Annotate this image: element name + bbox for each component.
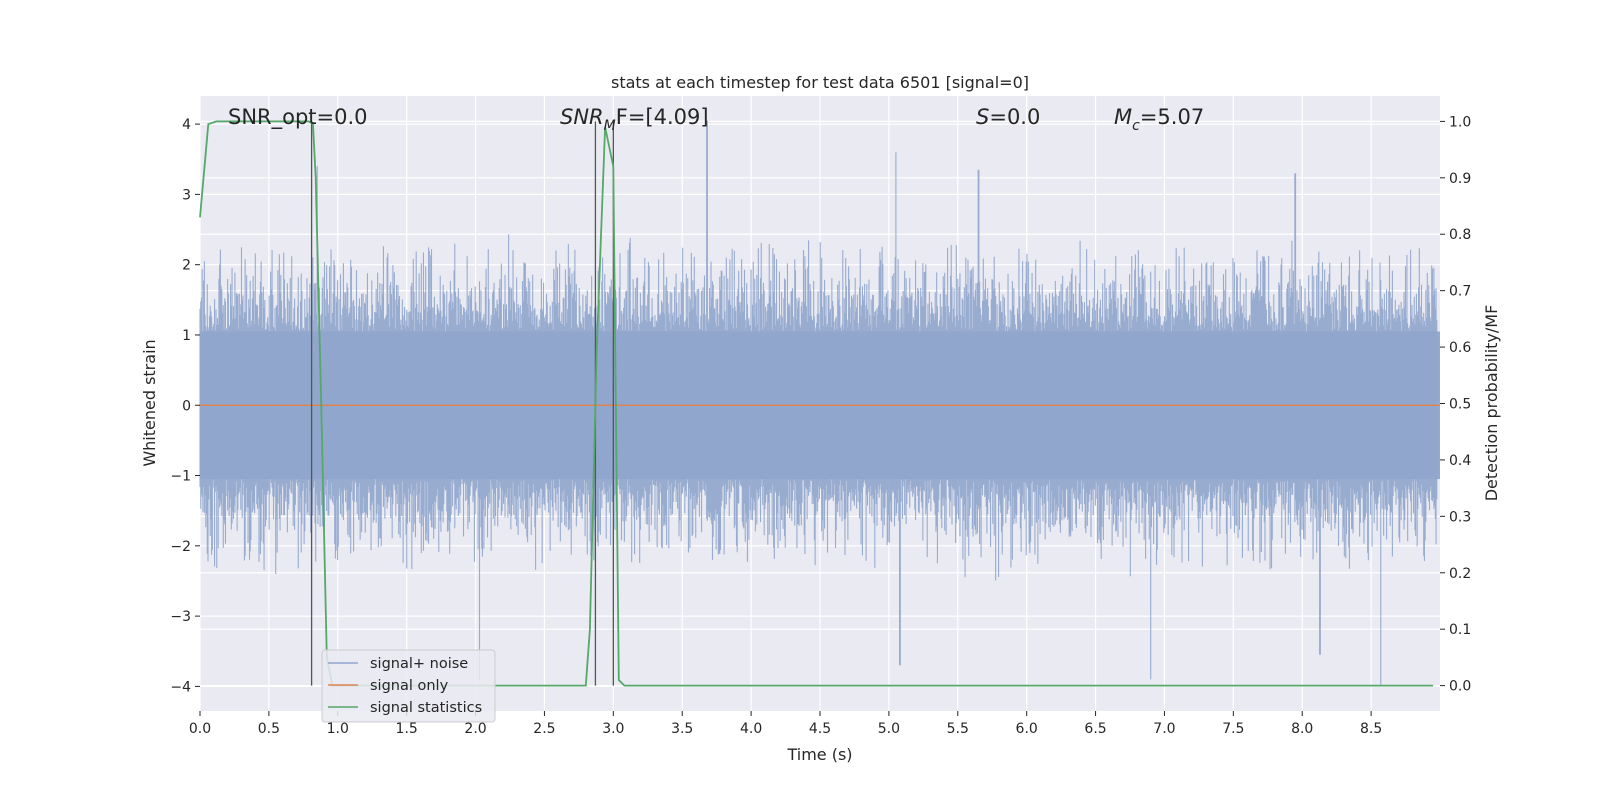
y-right-tick-label: 0.6 <box>1449 340 1471 356</box>
legend: signal+ noise signal only signal statist… <box>321 649 496 723</box>
x-tick-label: 1.5 <box>396 721 418 737</box>
x-tick-label: 4.5 <box>809 721 831 737</box>
y-axis-label: Whitened strain <box>140 339 159 466</box>
y-axis-right-label: Detection probability/MF <box>1482 305 1501 502</box>
legend-label-signal-statistics: signal statistics <box>370 700 482 716</box>
x-tick-label: 3.0 <box>602 721 624 737</box>
x-tick-label: 7.0 <box>1153 721 1175 737</box>
mc-symbol: M <box>1114 105 1132 129</box>
x-tick-label: 0.0 <box>189 721 211 737</box>
y-right-tick-label: 0.1 <box>1449 622 1471 638</box>
legend-label-signal-noise: signal+ noise <box>370 656 468 672</box>
x-tick-label: 8.5 <box>1360 721 1382 737</box>
y-right-tick-label: 0.2 <box>1449 566 1471 582</box>
y-tick-label: −2 <box>170 539 191 555</box>
s-value: =0.0 <box>989 105 1040 129</box>
x-tick-label: 6.0 <box>1016 721 1038 737</box>
y-tick-label: 2 <box>182 258 191 274</box>
x-axis-label: Time (s) <box>786 745 852 764</box>
y-right-tick-label: 0.8 <box>1449 227 1471 243</box>
y-tick-label: −4 <box>170 679 191 695</box>
y-tick-label: 1 <box>182 328 191 344</box>
x-tick-label: 3.5 <box>671 721 693 737</box>
x-tick-label: 2.5 <box>533 721 555 737</box>
snr-mf-base: SNR <box>560 105 604 129</box>
legend-label-signal-only: signal only <box>370 678 449 694</box>
s-symbol: S <box>976 105 989 129</box>
snr-mf-rest: F=[4.09] <box>616 105 709 129</box>
annotation-mc: Mc=5.07 <box>1114 105 1204 134</box>
y-right-tick-label: 0.7 <box>1449 284 1471 300</box>
y-tick-label: 4 <box>182 117 191 133</box>
y-right-tick-label: 0.9 <box>1449 171 1471 187</box>
y-right-tick-label: 0.5 <box>1449 397 1471 413</box>
x-tick-label: 8.0 <box>1291 721 1313 737</box>
annotation-s: S=0.0 <box>976 105 1040 129</box>
annotation-snr-opt: SNR_opt=0.0 <box>228 105 368 130</box>
y-tick-label: 0 <box>182 398 191 414</box>
x-tick-label: 2.0 <box>464 721 486 737</box>
legend-box <box>321 649 496 723</box>
mc-value: =5.07 <box>1140 105 1204 129</box>
y-tick-label: 3 <box>182 187 191 203</box>
signal-statistics-series <box>199 120 1434 687</box>
signal-statistics-line <box>199 120 1434 687</box>
x-tick-label: 4.0 <box>740 721 762 737</box>
x-tick-label: 1.0 <box>327 721 349 737</box>
snr-mf-sub: M <box>604 118 616 134</box>
x-tick-label: 6.5 <box>1084 721 1106 737</box>
y-right-tick-label: 0.3 <box>1449 509 1471 525</box>
y-tick-label: −1 <box>170 469 191 485</box>
x-tick-label: 5.0 <box>878 721 900 737</box>
x-tick-label: 0.5 <box>258 721 280 737</box>
chart-title: stats at each timestep for test data 650… <box>611 73 1029 92</box>
y-right-tick-label: 1.0 <box>1449 114 1471 130</box>
tick-labels: 0.0 0.5 1.0 1.5 2.0 2.5 3.0 3.5 4.0 4.5 5.0 5.5 6.0 6… <box>170 114 1471 737</box>
mc-sub: c <box>1132 118 1140 134</box>
y-tick-label: −3 <box>170 609 191 625</box>
y-right-tick-label: 0.0 <box>1449 679 1471 695</box>
annotation-snr-mf: SNRMF=[4.09] <box>560 105 709 134</box>
x-tick-label: 7.5 <box>1222 721 1244 737</box>
y-right-tick-label: 0.4 <box>1449 453 1471 469</box>
x-tick-label: 5.5 <box>947 721 969 737</box>
